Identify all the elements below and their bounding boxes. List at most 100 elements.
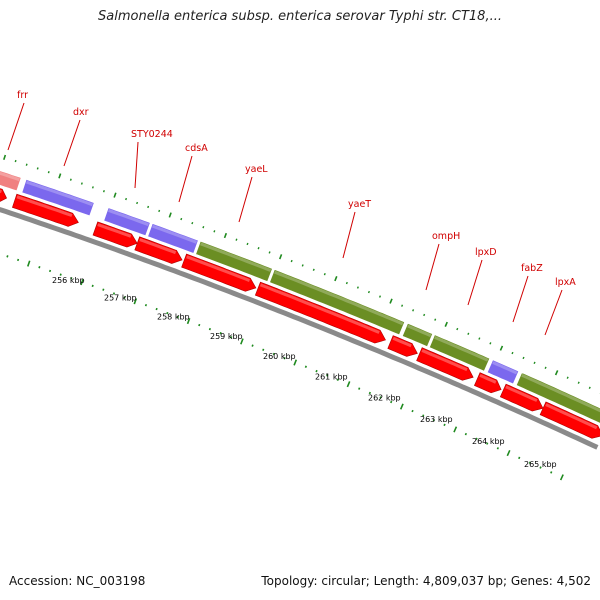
scale-label: 262 kbp [368,394,401,403]
gene-label-yaet[interactable]: yaeT [348,199,371,210]
tick-mark [434,318,437,321]
gene-highlight [108,208,149,227]
tick-mark [213,230,216,233]
gene-highlight [26,180,93,207]
scale-tick [315,369,318,373]
scale-tick [443,423,446,427]
gene-label-sty0244[interactable]: STY0244 [131,129,173,140]
cds-arrow[interactable] [92,221,138,248]
cds-highlight [545,403,598,430]
tick-mark [522,356,525,360]
tick-mark [102,190,105,193]
scale-tick [123,296,126,299]
scale-tick [432,418,435,422]
scale-tick [272,352,275,356]
gene-leader-line [178,155,193,203]
scale-label: 263 kbp [420,415,453,424]
cds-highlight [421,349,468,372]
tick-mark [223,232,228,239]
cds-highlight [0,189,2,194]
tick-mark [577,381,580,384]
cds-arrow[interactable] [181,253,257,292]
cds-arrow[interactable] [539,401,600,439]
scale-label: 264 kbp [472,437,505,446]
cds-arrow[interactable] [134,236,183,264]
tick-track-lower [6,255,564,481]
cds-highlight [186,255,250,282]
gene-block-sty0244[interactable] [103,207,151,237]
gene-label-fabz[interactable]: fabZ [521,263,543,274]
cds-arrow[interactable] [473,372,502,394]
gene-highlight [492,361,518,375]
tick-mark [278,254,283,260]
gene-label-dxr[interactable]: dxr [73,107,89,118]
tick-mark [268,251,271,254]
gene-block-lpxa[interactable] [515,371,600,427]
scale-labels: 256 kbp 257 kbp 258 kbp 259 kbp 260 kbp 261 k… [52,276,557,469]
gene-block-lpxd[interactable] [428,334,491,372]
gene-highlight [200,242,272,272]
tick-mark [47,170,50,174]
scale-tick [251,344,254,347]
cds-arrow[interactable] [499,383,544,412]
tick-mark [3,154,7,161]
scale-tick [390,400,393,404]
gene-leader-line [544,289,563,336]
gene-highlight [434,336,489,362]
tick-mark [158,209,161,213]
gene-highlight [521,373,600,413]
tick-mark [136,201,139,205]
gene-highlight [0,171,20,182]
gene-block-dxr[interactable] [21,178,95,217]
cds-arrow[interactable] [416,347,474,381]
scale-tick [559,474,564,481]
tick-mark [202,226,205,229]
gene-highlight [152,224,198,244]
gene-block-fabz[interactable] [486,359,520,385]
scale-tick [518,456,521,460]
tick-mark [345,281,348,285]
gene-label-omph[interactable]: ompH [432,231,460,242]
gene-leader-line [467,259,483,306]
scale-tick [379,396,382,399]
gene-block-cdsa[interactable] [147,222,199,255]
gene-labels: frr dxr STY0244 cdsA yaeL yaeT ompH lpxD fabZ lpx… [7,90,576,336]
tick-track-upper [3,154,600,394]
tick-mark [191,221,194,225]
cds-arrow[interactable] [387,335,418,357]
cds-highlight [479,374,497,384]
cds-arrow[interactable] [0,184,7,202]
gene-label-frr[interactable]: frr [17,90,28,101]
scale-label: 265 kbp [524,460,557,469]
tick-mark [412,309,415,312]
gene-block-frr[interactable] [0,168,22,192]
gene-label-lpxa[interactable]: lpxA [555,277,576,288]
scale-tick [336,378,339,382]
gene-leader-line [7,102,25,151]
tick-mark [444,321,448,327]
cds-arrow[interactable] [254,281,386,344]
tick-mark [125,197,128,201]
gene-label-lpxd[interactable]: lpxD [475,247,497,258]
scale-tick [411,409,414,413]
scale-tick [326,374,329,377]
scale-label: 259 kbp [210,332,243,341]
tick-mark [566,376,569,379]
gene-block-yael[interactable] [195,240,274,283]
scale-tick [198,323,201,327]
scale-tick [399,403,404,410]
scale-tick [186,317,191,325]
gene-label-cdsa[interactable]: cdsA [185,143,208,154]
cds-arrow[interactable] [12,193,79,227]
scale-tick [59,273,62,276]
gene-leader-line [342,211,356,259]
gene-label-yael[interactable]: yaeL [245,164,268,175]
gene-track [0,168,600,427]
scale-tick [293,359,298,366]
cds-arrow-track [0,184,600,439]
tick-mark [113,192,117,198]
scale-tick [166,311,169,315]
scale-tick [6,255,9,258]
gene-block-omph[interactable] [401,322,434,348]
gene-block-yaet[interactable] [268,268,406,336]
